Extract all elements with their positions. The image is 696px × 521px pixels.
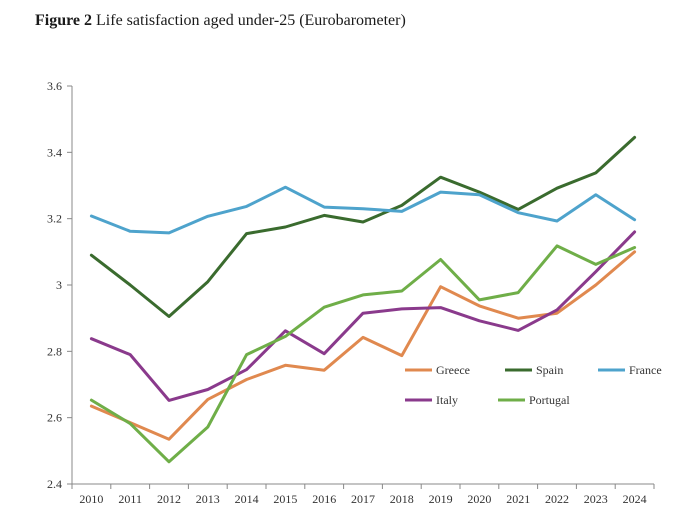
chart-axes: 2.4 2.6 2.8 3 3.2 3.4 3.6 2010 2011 2012 2013 2014 2…: [47, 79, 655, 506]
figure-title: Figure 2 Life satisfaction aged under-25…: [35, 12, 406, 30]
x-tick-label: 2023: [584, 492, 608, 506]
x-tick-label: 2018: [390, 492, 414, 506]
legend-label-portugal: Portugal: [529, 393, 570, 407]
series-line-spain: [89, 135, 637, 318]
series-line-portugal: [89, 244, 637, 464]
x-tick-label: 2014: [235, 492, 259, 506]
x-tick-label: 2017: [351, 492, 375, 506]
x-tick-label: 2015: [273, 492, 297, 506]
x-tick-label: 2024: [623, 492, 647, 506]
y-tick-label: 3.2: [47, 212, 62, 226]
x-tick-label: 2019: [429, 492, 453, 506]
series-line-france: [89, 185, 637, 235]
y-tick-label: 2.6: [47, 411, 62, 425]
legend-label-italy: Italy: [436, 393, 458, 407]
x-tick-label: 2012: [157, 492, 181, 506]
legend-label-greece: Greece: [436, 363, 470, 377]
y-tick-label: 3.6: [47, 79, 62, 93]
x-tick-label: 2013: [196, 492, 220, 506]
y-tick-label: 3: [56, 278, 62, 292]
y-tick-label: 2.8: [47, 344, 62, 358]
chart-series: [89, 135, 637, 464]
x-tick-label: 2016: [312, 492, 336, 506]
chart-legend: Greece Spain France Italy Portugal: [405, 363, 662, 407]
legend-label-france: France: [629, 363, 662, 377]
figure-caption: Life satisfaction aged under-25 (Eurobar…: [96, 12, 406, 29]
figure-number: Figure 2: [35, 12, 93, 29]
x-tick-label: 2022: [545, 492, 569, 506]
x-tick-label: 2021: [506, 492, 530, 506]
series-line-italy: [89, 230, 637, 402]
x-tick-label: 2010: [79, 492, 103, 506]
x-tick-label: 2020: [467, 492, 491, 506]
legend-label-spain: Spain: [536, 363, 563, 377]
series-line-greece: [89, 250, 637, 441]
x-tick-label: 2011: [118, 492, 142, 506]
y-tick-label: 2.4: [47, 477, 62, 491]
y-tick-label: 3.4: [47, 145, 62, 159]
